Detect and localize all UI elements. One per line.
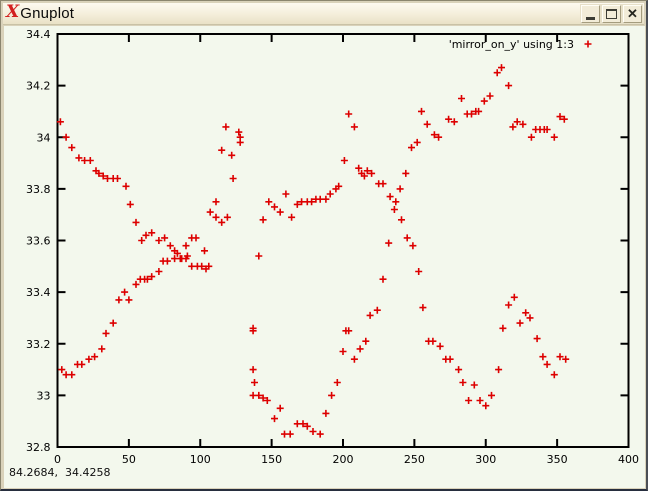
legend-label: 'mirror_on_y' using 1:3 (449, 38, 574, 51)
legend-marker-icon (584, 40, 592, 48)
svg-text:33.8: 33.8 (26, 183, 51, 196)
svg-text:300: 300 (475, 453, 496, 466)
svg-text:350: 350 (547, 453, 568, 466)
plot-canvas[interactable]: 0 50 100 150 200 250 300 350 400 32.8 33 33.2 33.4 33… (4, 26, 645, 488)
close-icon: ✕ (627, 6, 638, 21)
window-titlebar[interactable]: X Gnuplot ✕ (3, 3, 644, 25)
minimize-icon (586, 16, 595, 20)
svg-text:33: 33 (37, 389, 51, 402)
maximize-icon (606, 8, 617, 19)
svg-text:150: 150 (261, 453, 282, 466)
svg-text:33.4: 33.4 (26, 286, 51, 299)
window-title: Gnuplot (20, 5, 75, 22)
minimize-button[interactable] (580, 3, 601, 24)
x11-logo-icon: X (6, 2, 20, 22)
svg-text:200: 200 (333, 453, 354, 466)
svg-text:34.4: 34.4 (26, 28, 51, 41)
svg-text:250: 250 (404, 453, 425, 466)
svg-text:33.6: 33.6 (26, 235, 51, 248)
svg-text:32.8: 32.8 (26, 441, 51, 454)
window-controls: ✕ (580, 3, 643, 24)
scatter-plot: 0 50 100 150 200 250 300 350 400 32.8 33 33.2 33.4 33… (26, 28, 639, 466)
svg-text:0: 0 (54, 453, 61, 466)
svg-text:400: 400 (618, 453, 639, 466)
svg-text:34.2: 34.2 (26, 80, 51, 93)
coordinate-readout: 84.2684, 34.4258 (9, 466, 111, 479)
data-points (56, 64, 570, 438)
svg-text:100: 100 (190, 453, 211, 466)
svg-text:34: 34 (37, 131, 51, 144)
svg-text:50: 50 (122, 453, 136, 466)
close-button[interactable]: ✕ (622, 3, 643, 24)
svg-text:33.2: 33.2 (26, 338, 51, 351)
maximize-button[interactable] (601, 3, 622, 24)
